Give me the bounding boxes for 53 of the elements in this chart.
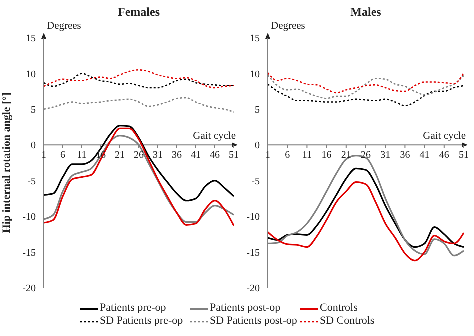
x-tick-label: 16	[322, 150, 332, 162]
y-tick-label: -5	[28, 176, 36, 188]
line-series	[44, 73, 234, 89]
y-tick-label: -15	[22, 248, 36, 259]
legend-label: Controls	[320, 302, 358, 315]
legend-label: SD Patients pre-op	[100, 315, 184, 328]
x-tick-label: 31	[153, 150, 163, 162]
legend-label: SD Controls	[320, 315, 375, 328]
legend-label: Patients pre-op	[100, 302, 166, 315]
line-series	[44, 69, 234, 89]
line-series	[268, 72, 464, 94]
x-tick-label: 6	[285, 150, 290, 162]
y-tick-label: -15	[246, 248, 260, 259]
x-tick-label: 51	[229, 150, 239, 162]
x-tick-label: 11	[302, 150, 312, 162]
x-tick-label: 36	[400, 150, 410, 162]
y-tick-label: 15	[26, 34, 36, 45]
x-tick-label: 46	[439, 150, 450, 162]
line-series	[268, 168, 464, 248]
x-tick-label: 31	[380, 150, 391, 162]
chart-title: Females	[118, 5, 160, 19]
text: Degrees	[47, 21, 82, 32]
x-tick-label: 26	[134, 150, 144, 162]
x-tick-label: 21	[115, 150, 125, 162]
x-axis-title: Gait cycle	[423, 131, 466, 142]
y-tick-label: -10	[22, 212, 36, 224]
x-tick-label: 21	[341, 150, 352, 162]
x-tick-label: 6	[60, 150, 66, 162]
y-tick-label: -10	[246, 212, 260, 224]
line-series	[268, 181, 464, 262]
y-axis-title: Hip internal rotation angle [°]	[1, 92, 13, 234]
x-tick-label: 11	[77, 150, 87, 162]
x-tick-label: 36	[172, 150, 182, 162]
y-tick-label: 15	[250, 34, 260, 45]
x-tick-label: 46	[210, 150, 220, 162]
x-tick-label: 51	[459, 150, 469, 162]
y-tick-label: 10	[26, 69, 36, 80]
line-series	[268, 84, 464, 107]
y-tick-label: 0	[255, 140, 260, 152]
y-tick-label: 10	[250, 69, 260, 80]
y-tick-label: -20	[246, 284, 260, 295]
x-axis-title: Gait cycle	[193, 131, 236, 142]
y-tick-label: 5	[31, 104, 36, 116]
legend-label: Patients post-op	[210, 302, 281, 315]
text: Degrees	[271, 21, 306, 32]
chart-title: Males	[350, 5, 382, 19]
y-tick-label: 0	[31, 140, 36, 152]
y-tick-label: -5	[252, 176, 260, 188]
x-tick-label: 41	[420, 150, 430, 162]
legend-label: SD Patients post-op	[210, 315, 298, 328]
y-tick-label: -20	[22, 284, 36, 295]
y-tick-label: 5	[255, 104, 260, 116]
x-tick-label: 41	[191, 150, 201, 162]
